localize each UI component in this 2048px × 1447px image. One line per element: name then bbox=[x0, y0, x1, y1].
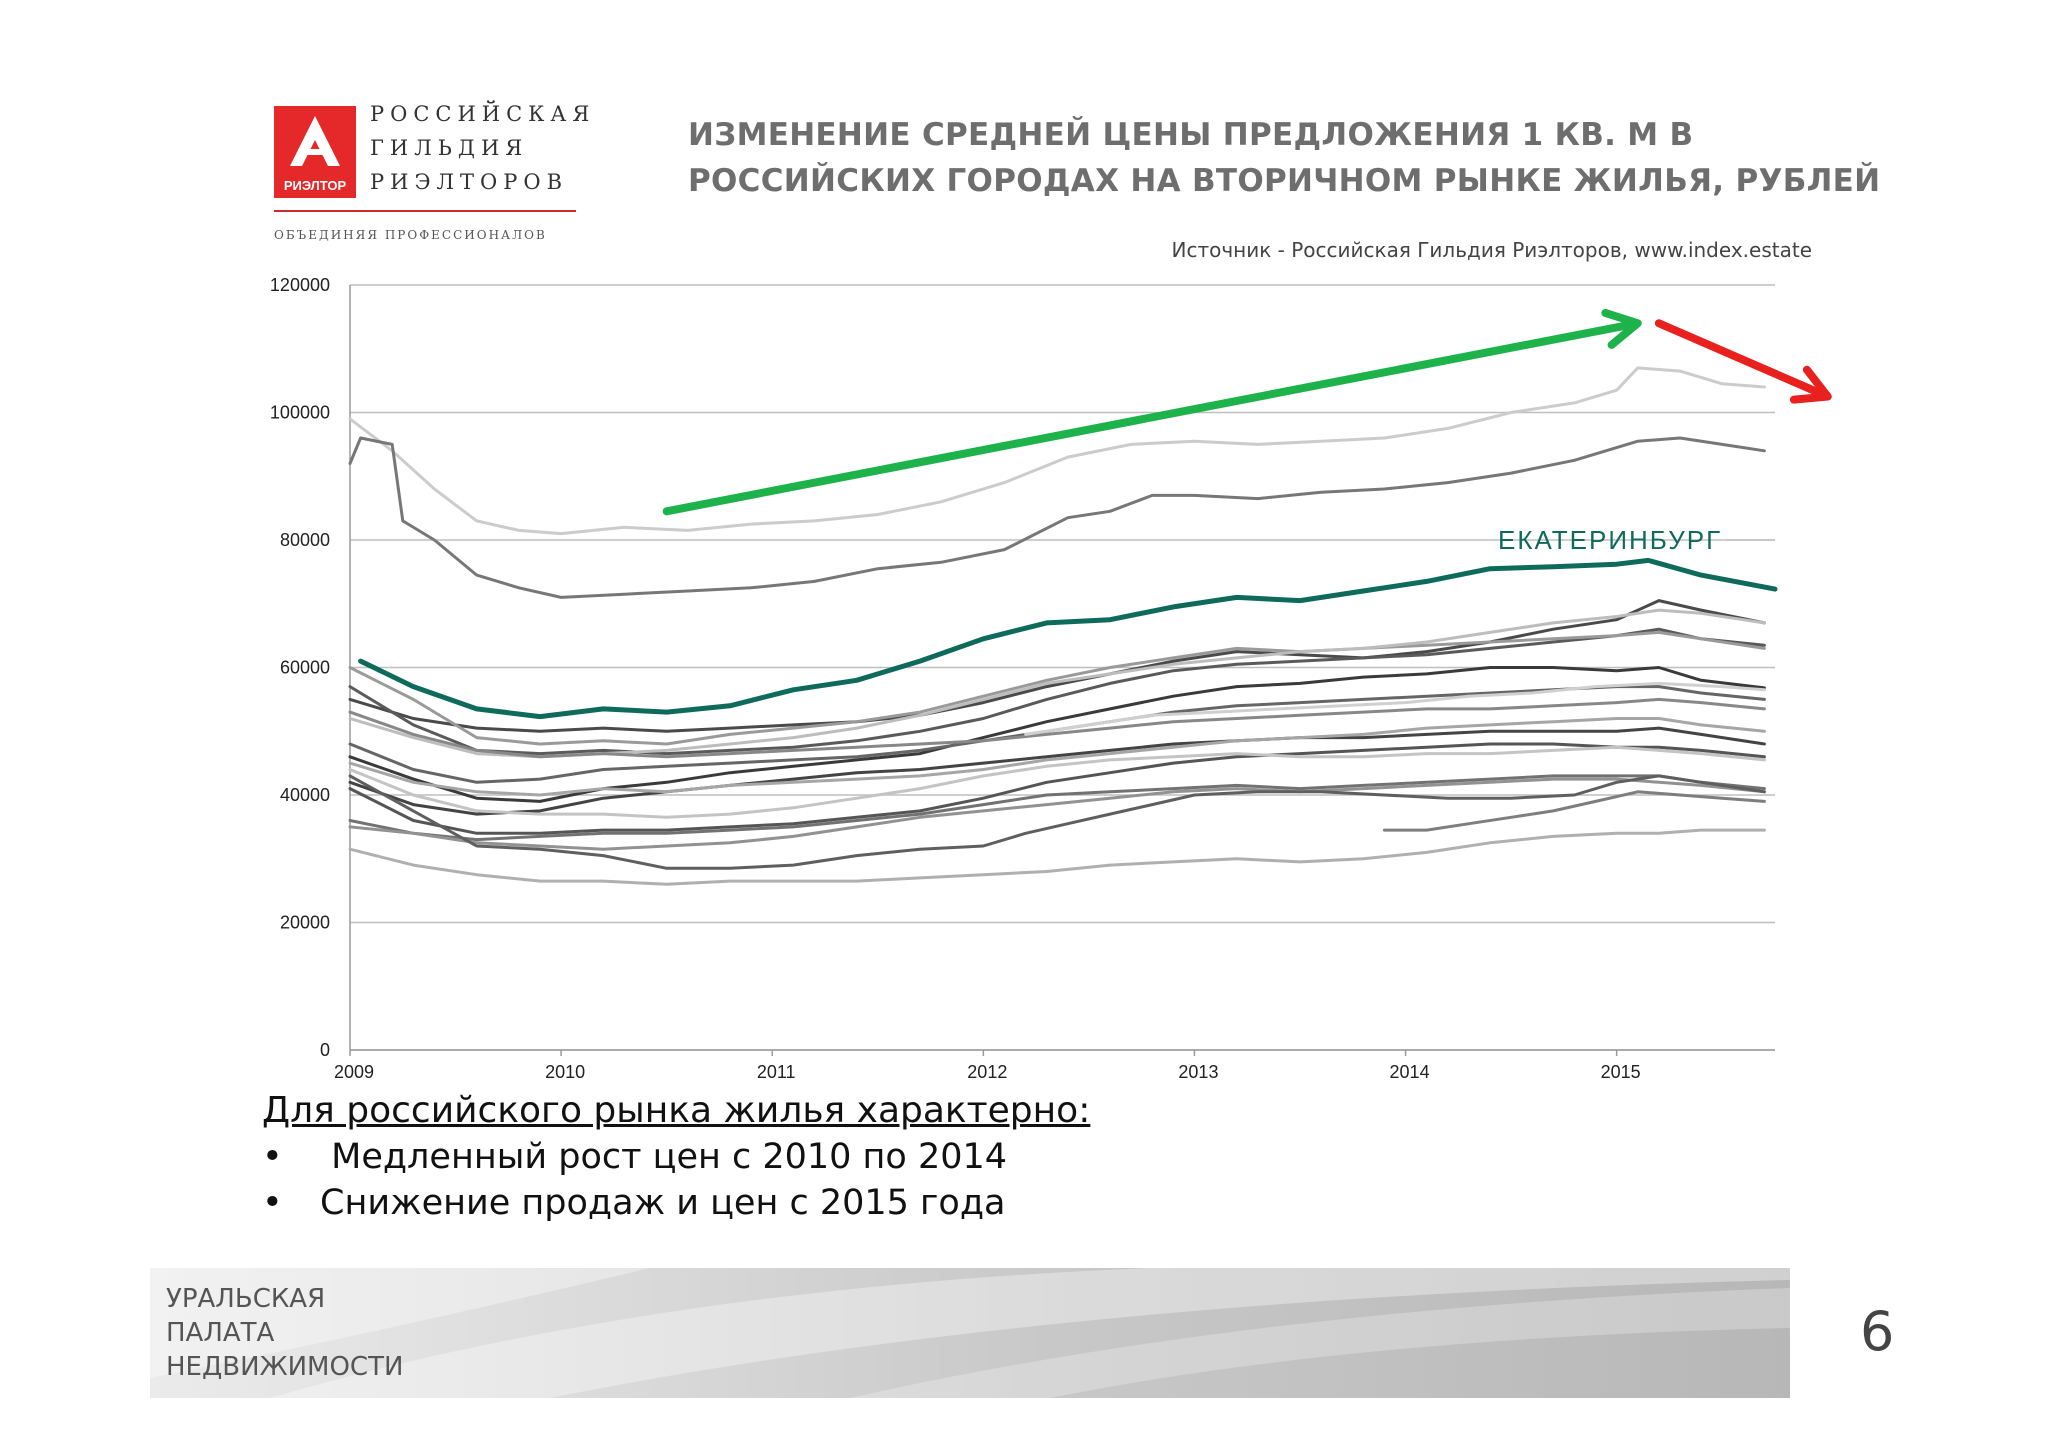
slide-title-line-1: ИЗМЕНЕНИЕ СРЕДНЕЙ ЦЕНЫ ПРЕДЛОЖЕНИЯ 1 КВ.… bbox=[688, 117, 1694, 153]
x-tick-label: 2009 bbox=[334, 1062, 374, 1080]
y-tick-label: 20000 bbox=[280, 913, 330, 933]
highlight-layer: ЕКАТЕРИНБУРГ bbox=[1498, 525, 1775, 555]
series-line bbox=[1024, 681, 1766, 736]
bullet-text: Снижение продаж и цен с 2015 года bbox=[320, 1183, 1006, 1223]
y-tick-label: 120000 bbox=[270, 275, 330, 295]
series-line bbox=[348, 726, 1766, 816]
logo-line-3: РИЭЛТОРОВ bbox=[370, 170, 569, 194]
down-trend-arrow-head-icon bbox=[1789, 365, 1832, 404]
summary-bullets: Для российского рынка жилья характерно: … bbox=[262, 1090, 1090, 1223]
y-tick-label: 0 bbox=[320, 1040, 330, 1060]
y-tick-label: 40000 bbox=[280, 785, 330, 805]
bullet-marker: • bbox=[262, 1137, 283, 1177]
up-trend-arrow-shaft bbox=[662, 320, 1636, 516]
y-tick-label: 80000 bbox=[280, 530, 330, 550]
x-tick-label: 2013 bbox=[1178, 1062, 1218, 1080]
bullet-marker: • bbox=[262, 1183, 283, 1223]
x-tick-label: 2010 bbox=[545, 1062, 585, 1080]
highlight-series-label: ЕКАТЕРИНБУРГ bbox=[1498, 525, 1722, 555]
logo-tagline: ОБЪЕДИНЯЯ ПРОФЕССИОНАЛОВ bbox=[274, 228, 547, 242]
page-number: 6 bbox=[1860, 1300, 1895, 1363]
series-line-highlight bbox=[358, 557, 1778, 720]
series-line bbox=[348, 745, 1766, 819]
series-line bbox=[348, 717, 1766, 797]
series-line bbox=[348, 436, 1766, 599]
down-trend-arrow-shaft bbox=[1654, 319, 1827, 399]
footer-banner: УРАЛЬСКАЯ ПАЛАТА НЕДВИЖИМОСТИ bbox=[150, 1268, 1790, 1398]
x-tick-label: 2012 bbox=[967, 1062, 1007, 1080]
bullet-item: • Медленный рост цен с 2010 по 2014 bbox=[262, 1137, 1090, 1177]
x-tick-label: 2011 bbox=[757, 1062, 796, 1080]
series-line bbox=[348, 828, 1766, 886]
slide-title-line-2: РОССИЙСКИХ ГОРОДАХ НА ВТОРИЧНОМ РЫНКЕ ЖИ… bbox=[688, 163, 1881, 199]
footer-line-3: НЕДВИЖИМОСТИ bbox=[166, 1352, 404, 1382]
footer-line-2: ПАЛАТА bbox=[166, 1318, 275, 1348]
logo: РИЭЛТОР РОССИЙСКАЯ ГИЛЬДИЯ РИЭЛТОРОВ ОБЪ… bbox=[274, 102, 589, 252]
logo-line-2: ГИЛЬДИЯ bbox=[370, 136, 529, 160]
y-tick-label: 100000 bbox=[270, 403, 330, 423]
series-line bbox=[1382, 790, 1766, 832]
series-line bbox=[348, 697, 1766, 759]
series-line bbox=[348, 630, 1766, 746]
axis-layer: 0 20000 40000 60000 80000 100000 120000 2009 201… bbox=[270, 275, 1775, 1080]
x-tick-label: 2015 bbox=[1601, 1062, 1641, 1080]
slide-title: ИЗМЕНЕНИЕ СРЕДНЕЙ ЦЕНЫ ПРЕДЛОЖЕНИЯ 1 КВ.… bbox=[688, 112, 1881, 204]
source-note: Источник - Российская Гильдия Риэлторов,… bbox=[1171, 238, 1812, 262]
y-tick-label: 60000 bbox=[280, 658, 330, 678]
series-line bbox=[348, 742, 1766, 835]
series-layer bbox=[348, 366, 1778, 886]
footer-organization: УРАЛЬСКАЯ ПАЛАТА НЕДВИЖИМОСТИ bbox=[166, 1282, 403, 1384]
price-line-chart: 0 20000 40000 60000 80000 100000 120000 2009 201… bbox=[270, 275, 1832, 1080]
logo-divider bbox=[274, 210, 576, 212]
logo-mark-text: РИЭЛТОР bbox=[284, 178, 347, 193]
series-line bbox=[348, 774, 1766, 842]
series-line bbox=[348, 774, 1766, 870]
x-tick-label: 2014 bbox=[1390, 1062, 1430, 1080]
bullet-item: • Снижение продаж и цен с 2015 года bbox=[262, 1183, 1090, 1223]
bullet-text: Медленный рост цен с 2010 по 2014 bbox=[320, 1137, 1008, 1177]
footer-decoration bbox=[150, 1268, 1790, 1398]
logo-line-1: РОССИЙСКАЯ bbox=[370, 102, 596, 126]
bullets-heading: Для российского рынка жилья характерно: bbox=[262, 1090, 1091, 1131]
trend-arrow-layer bbox=[662, 308, 1832, 516]
series-line bbox=[348, 777, 1766, 851]
up-trend-arrow-head-icon bbox=[1601, 308, 1642, 349]
series-line bbox=[348, 366, 1766, 536]
series-line bbox=[348, 627, 1766, 756]
series-line bbox=[348, 599, 1766, 733]
realtor-logo-icon: РИЭЛТОР bbox=[274, 106, 356, 198]
footer-line-1: УРАЛЬСКАЯ bbox=[166, 1284, 326, 1314]
